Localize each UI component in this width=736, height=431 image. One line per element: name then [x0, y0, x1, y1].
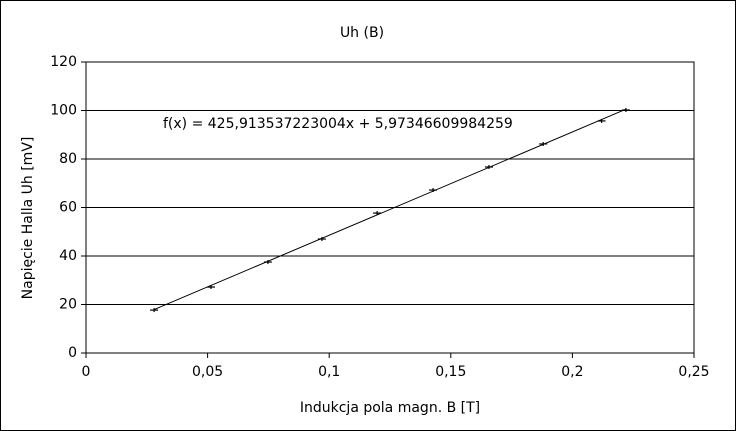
y-tick-label: 40 [59, 248, 77, 264]
y-tick-label: 80 [59, 151, 77, 167]
data-point [621, 108, 630, 113]
y-tick-label: 0 [68, 345, 77, 361]
data-point [373, 211, 382, 216]
chart-title: Uh (B) [340, 25, 384, 41]
trendline-equation: f(x) = 425,913537223004x + 5,97346609984… [163, 116, 513, 132]
data-point [484, 165, 493, 170]
x-tick-label: 0,15 [435, 364, 466, 380]
data-point [317, 237, 326, 242]
plot-frame [85, 61, 695, 354]
x-tick-label: 0,2 [561, 364, 583, 380]
y-axis-label: Napięcie Halla Uh [mV] [20, 137, 36, 300]
data-point [150, 308, 159, 313]
y-tick-label: 120 [50, 54, 77, 70]
x-tick-label: 0,05 [192, 364, 223, 380]
trendline [153, 108, 627, 311]
data-point [429, 188, 438, 193]
y-tick-label: 20 [59, 297, 77, 313]
data-point [263, 260, 272, 265]
x-tick-label: 0 [82, 364, 91, 380]
x-axis-label: Indukcja pola magn. B [T] [300, 400, 480, 416]
y-tick-label: 60 [59, 200, 77, 216]
data-point [207, 285, 216, 290]
y-tick-label: 100 [50, 103, 77, 119]
data-point [539, 141, 548, 146]
data-point [597, 118, 606, 123]
x-tick-label: 0,1 [318, 364, 340, 380]
x-tick-label: 0,25 [678, 364, 709, 380]
